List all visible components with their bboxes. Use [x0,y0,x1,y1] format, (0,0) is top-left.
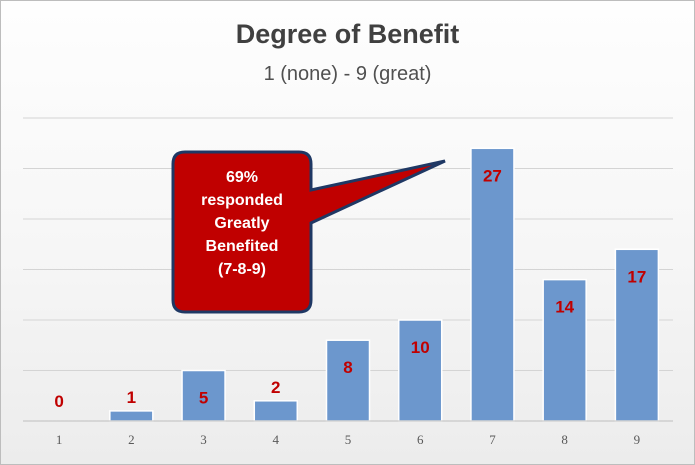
data-label-4: 2 [271,378,280,397]
x-tick-5: 5 [345,432,352,447]
chart-title: Degree of Benefit [235,19,460,49]
data-label-9: 17 [627,267,646,286]
chart-subtitle: 1 (none) - 9 (great) [263,63,432,85]
annotation-text: 69% responded Greatly Benefited (7-8-9) [177,166,307,281]
bar-9 [614,248,660,422]
annotation-line-5: (7-8-9) [217,261,266,278]
bar-5 [325,339,371,422]
data-label-7: 27 [483,166,502,185]
data-label-8: 14 [555,298,574,317]
annotation-line-2: responded [201,192,283,209]
annotation-line-1: 69% [225,169,259,186]
annotation-callout [171,150,446,314]
annotation-line-4: Benefited [205,238,279,255]
bar-4 [253,400,299,422]
x-tick-2: 2 [128,432,135,447]
bars [109,147,660,422]
data-labels: 0 1 5 2 8 10 27 14 17 [54,166,646,411]
bar-2 [109,410,154,422]
x-tick-9: 9 [634,432,641,447]
bar-6 [397,319,443,422]
x-tick-8: 8 [561,432,568,447]
bar-8 [542,278,587,422]
bar-7 [470,147,515,422]
data-label-6: 10 [411,338,430,357]
x-tick-3: 3 [200,432,207,447]
data-label-5: 8 [343,358,352,377]
data-label-1: 0 [54,392,63,411]
x-tick-1: 1 [56,432,63,447]
x-tick-7: 7 [489,432,496,447]
x-tick-6: 6 [417,432,424,447]
x-tick-4: 4 [273,432,280,447]
data-label-2: 1 [127,388,136,407]
x-tick-labels: 1 2 3 4 5 6 7 8 9 [56,432,640,447]
annotation-line-3: Greatly [214,215,270,232]
data-label-3: 5 [199,389,208,408]
